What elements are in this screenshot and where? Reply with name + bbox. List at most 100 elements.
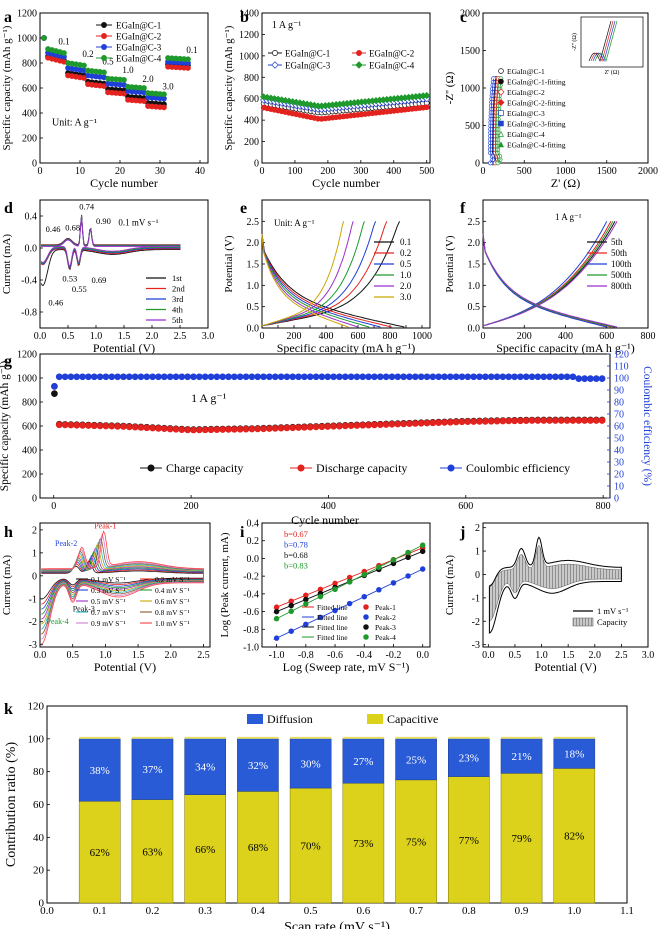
- data-point: [435, 419, 443, 426]
- legend-label: EGaIn@C-1: [116, 21, 161, 31]
- legend-label: EGaIn@C-1: [285, 49, 330, 59]
- data-point: [306, 423, 314, 431]
- data-point: [394, 373, 402, 381]
- b-value-label: b=0.67: [284, 529, 308, 539]
- y-tick-label: 0.2: [247, 536, 260, 547]
- panel-letter: d: [4, 200, 13, 217]
- data-point: [121, 90, 127, 97]
- bar-cap: [184, 736, 226, 739]
- data-point: [219, 426, 227, 433]
- data-point: [137, 373, 145, 381]
- x-tick-label: 100: [287, 166, 302, 177]
- y-tick-label: 60: [33, 799, 45, 811]
- x-tick-label: 2.5: [197, 650, 210, 661]
- bar-label-capacitive: 77%: [459, 835, 479, 847]
- y-tick-label: 0.0: [247, 324, 260, 335]
- data-point: [288, 602, 294, 609]
- y-tick-label: 2.0: [468, 238, 481, 249]
- data-point: [511, 417, 518, 425]
- bar-cap: [237, 736, 279, 739]
- data-point: [388, 373, 396, 381]
- data-point: [423, 419, 431, 427]
- bar-label-capacitive: 62%: [90, 847, 110, 859]
- data-point: [517, 417, 524, 425]
- y2-tick-label: 20: [614, 470, 624, 481]
- data-point: [493, 373, 501, 381]
- legend-label: Peak-1: [375, 603, 396, 612]
- legend-swatch: [367, 714, 383, 724]
- data-point: [149, 424, 156, 432]
- series-line: [261, 234, 349, 328]
- y-tick-label: 2.5: [468, 217, 481, 228]
- fitting-line: [492, 78, 497, 164]
- legend-label: 3.0: [400, 292, 412, 302]
- data-point: [295, 373, 302, 381]
- inset-curve: [592, 20, 616, 63]
- x-tick-label: 0.0: [40, 905, 54, 917]
- data-point: [429, 419, 437, 427]
- data-point: [447, 464, 455, 472]
- data-point: [272, 50, 278, 56]
- data-point: [161, 91, 167, 98]
- y-axis-title: -Z'' (Ω): [444, 71, 456, 104]
- data-point: [137, 424, 145, 431]
- data-point: [90, 422, 98, 430]
- data-point: [141, 98, 147, 104]
- y-tick-label: 1000: [239, 51, 259, 62]
- y-tick-label: 40: [33, 832, 45, 844]
- data-point: [429, 373, 437, 381]
- bar-label-diffusion: 25%: [406, 754, 426, 766]
- bar-capacitive: [131, 799, 174, 904]
- legend-label: Fitted line: [317, 633, 348, 642]
- data-point: [581, 375, 588, 382]
- legend-label: EGaIn@C-1: [507, 67, 545, 76]
- x-tick-label: 800: [383, 331, 398, 342]
- y-axis-title: Log (Peak current, mA): [219, 532, 231, 637]
- y2-tick-label: 30: [614, 458, 624, 469]
- bar-capacitive: [448, 776, 490, 904]
- x-tick-label: 0: [51, 501, 56, 512]
- data-point: [405, 573, 411, 579]
- data-point: [288, 628, 294, 634]
- inset-curve: [590, 20, 614, 63]
- data-point: [289, 373, 297, 381]
- peak-label: Peak-3: [73, 604, 95, 613]
- x-axis-title: Cycle number: [291, 513, 359, 527]
- x-tick-label: 0.4: [251, 905, 265, 917]
- peak-label: 0.90: [96, 216, 111, 226]
- data-point: [289, 424, 297, 432]
- y-tick-label: 2: [475, 523, 480, 534]
- data-point: [388, 420, 396, 428]
- x-tick-label: 0.8: [462, 905, 476, 917]
- peak-label: Peak-2: [55, 539, 77, 548]
- plot-frame: [482, 522, 649, 648]
- x-tick-label: 1.0: [535, 650, 548, 661]
- x-tick-label: 1.1: [620, 905, 634, 917]
- data-point: [341, 373, 349, 381]
- x-tick-label: 0.3: [198, 905, 212, 917]
- y-tick-label: 1.0: [468, 281, 481, 292]
- bar-diffusion: [289, 738, 332, 789]
- data-point: [376, 421, 384, 429]
- x-tick-label: 1.0: [567, 905, 581, 917]
- panel-letter: b: [240, 9, 249, 26]
- x-tick-label: 500: [419, 166, 434, 177]
- panel-letter: e: [240, 200, 247, 217]
- y-tick-label: -3: [472, 640, 480, 651]
- data-point: [441, 419, 448, 426]
- inset-y-title: -Z'' (Ω): [571, 33, 578, 51]
- data-point: [498, 110, 504, 116]
- data-point: [81, 62, 87, 69]
- bar-label-diffusion: 23%: [459, 753, 479, 765]
- legend-label: EGaIn@C-2: [507, 88, 545, 97]
- x-tick-label: 0: [260, 331, 265, 342]
- data-point: [125, 423, 133, 431]
- y-tick-label: 600: [22, 84, 37, 95]
- data-point: [382, 421, 390, 428]
- y-tick-label: 0: [254, 159, 259, 170]
- y-tick-label: 100: [28, 733, 45, 745]
- data-point: [131, 423, 139, 431]
- data-point: [160, 425, 168, 433]
- x-axis-title: Scan rate (mV s⁻¹): [284, 920, 390, 929]
- data-point: [271, 373, 279, 381]
